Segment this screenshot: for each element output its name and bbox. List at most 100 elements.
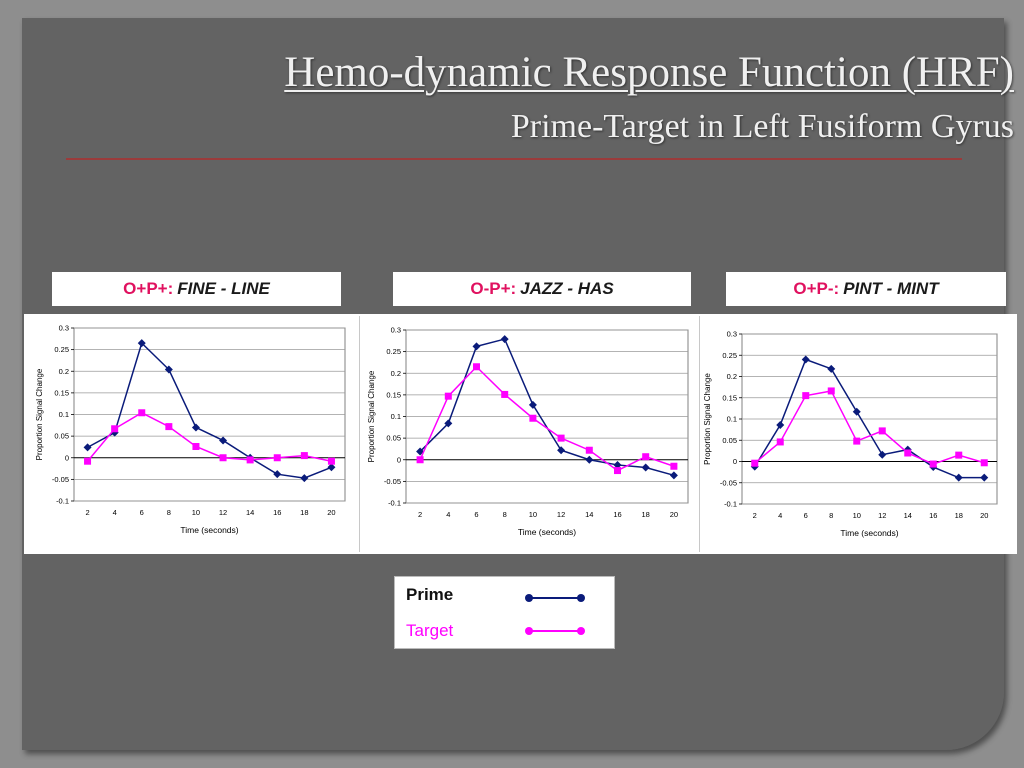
data-point-target (802, 392, 810, 400)
y-tick-label: 0.25 (386, 347, 401, 356)
data-point-target (111, 425, 119, 433)
data-point-target (327, 457, 335, 465)
slide-title: Hemo-dynamic Response Function (HRF) (284, 49, 1014, 96)
data-point-target (273, 454, 281, 462)
x-tick-label: 4 (446, 510, 450, 519)
condition-label-fine-line: O+P+: FINE - LINE (52, 272, 341, 306)
data-point-prime (83, 443, 92, 452)
y-tick-label: 0.15 (722, 393, 737, 402)
x-tick-label: 14 (585, 510, 593, 519)
x-tick-label: 20 (980, 511, 988, 520)
data-point-prime (219, 436, 228, 445)
x-tick-label: 8 (503, 510, 507, 519)
data-point-prime (641, 463, 650, 472)
hrf-chart-jazz-has: -0.1 -0.05 0 0.05 0.1 0.15 0.2 0.25 0.3 2 4 6 8 10 12 1… (367, 326, 689, 537)
x-tick-label: 2 (753, 511, 757, 520)
x-tick-label: 10 (529, 510, 537, 519)
chart-panel-jazz-has: -0.1 -0.05 0 0.05 0.1 0.15 0.2 0.25 0.3 2 4 6 8 10 12 1… (362, 316, 698, 552)
y-tick-label: 0.15 (54, 388, 69, 397)
chart-panel-pint-mint: -0.1 -0.05 0 0.05 0.1 0.15 0.2 0.25 0.3 2 4 6 8 10 12 1… (701, 316, 1015, 552)
condition-words: FINE - LINE (177, 279, 270, 298)
legend-target-swatch (525, 627, 585, 635)
x-axis-label: Time (seconds) (518, 527, 576, 537)
series-line-target (86, 411, 332, 462)
x-tick-label: 16 (929, 511, 937, 520)
legend-prime-label: Prime (406, 585, 454, 604)
y-tick-label: 0.3 (727, 330, 737, 339)
x-tick-label: 6 (140, 508, 144, 517)
data-point-prime (416, 447, 425, 456)
data-point-target (219, 454, 227, 462)
x-tick-label: 16 (613, 510, 621, 519)
data-point-target (557, 434, 565, 442)
x-tick-label: 2 (85, 508, 89, 517)
condition-code: O+P+: (123, 279, 174, 298)
data-point-prime (164, 365, 173, 374)
data-point-prime (300, 474, 309, 483)
data-point-prime (500, 335, 509, 344)
x-tick-label: 8 (829, 511, 833, 520)
y-tick-label: 0 (65, 453, 69, 462)
data-point-prime (137, 339, 146, 348)
data-point-target (416, 456, 424, 464)
y-tick-label: 0.3 (59, 324, 69, 333)
data-point-target (165, 423, 173, 431)
data-point-target (642, 453, 650, 461)
x-tick-label: 14 (904, 511, 912, 520)
y-tick-label: 0.05 (722, 436, 737, 445)
data-point-target (138, 409, 146, 417)
x-tick-label: 8 (167, 508, 171, 517)
data-point-prime (528, 400, 537, 409)
series-line-target (754, 390, 985, 465)
data-point-target (501, 390, 509, 398)
data-point-prime (669, 471, 678, 480)
x-tick-label: 18 (955, 511, 963, 520)
y-tick-label: 0.25 (54, 345, 69, 354)
data-point-prime (191, 423, 200, 432)
data-point-target (614, 467, 621, 475)
x-tick-label: 12 (878, 511, 886, 520)
y-tick-label: 0.3 (391, 326, 401, 335)
data-point-prime (472, 342, 481, 351)
x-tick-label: 12 (219, 508, 227, 517)
title-divider (66, 158, 962, 160)
y-tick-label: 0.1 (727, 415, 737, 424)
x-tick-label: 10 (192, 508, 200, 517)
data-point-target (670, 462, 678, 470)
y-tick-label: 0.05 (386, 434, 401, 443)
condition-code: O-P+: (470, 279, 517, 298)
y-tick-label: 0.1 (391, 412, 401, 421)
y-axis-label: Proportion Signal Change (35, 368, 44, 460)
y-tick-label: 0.15 (386, 390, 401, 399)
data-point-prime (852, 407, 861, 416)
data-point-target (827, 387, 835, 395)
data-point-target (980, 459, 988, 467)
x-tick-label: 10 (853, 511, 861, 520)
data-point-target (300, 452, 308, 460)
panel-separator (359, 316, 360, 552)
data-point-target (192, 443, 200, 451)
y-tick-label: -0.05 (720, 478, 737, 487)
y-tick-label: 0 (397, 455, 401, 464)
y-tick-label: -0.05 (52, 475, 69, 484)
x-tick-label: 18 (300, 508, 308, 517)
data-point-prime (980, 473, 989, 482)
x-tick-label: 2 (418, 510, 422, 519)
y-axis-label: Proportion Signal Change (367, 370, 376, 462)
data-point-target (529, 414, 537, 422)
data-point-prime (776, 420, 785, 429)
condition-label-jazz-has: O-P+: JAZZ - HAS (393, 272, 691, 306)
y-tick-label: -0.1 (56, 497, 69, 506)
x-axis-label: Time (seconds) (840, 528, 898, 538)
condition-words: JAZZ - HAS (520, 279, 614, 298)
data-point-target (853, 437, 861, 445)
data-point-target (776, 438, 784, 446)
legend-prime-swatch (525, 594, 585, 602)
data-point-prime (557, 446, 566, 455)
x-tick-label: 18 (642, 510, 650, 519)
condition-label-pint-mint: O+P-: PINT - MINT (726, 272, 1006, 306)
series-line-target (419, 365, 675, 472)
series-line-prime (754, 358, 985, 479)
data-point-prime (585, 455, 594, 464)
x-tick-label: 6 (804, 511, 808, 520)
